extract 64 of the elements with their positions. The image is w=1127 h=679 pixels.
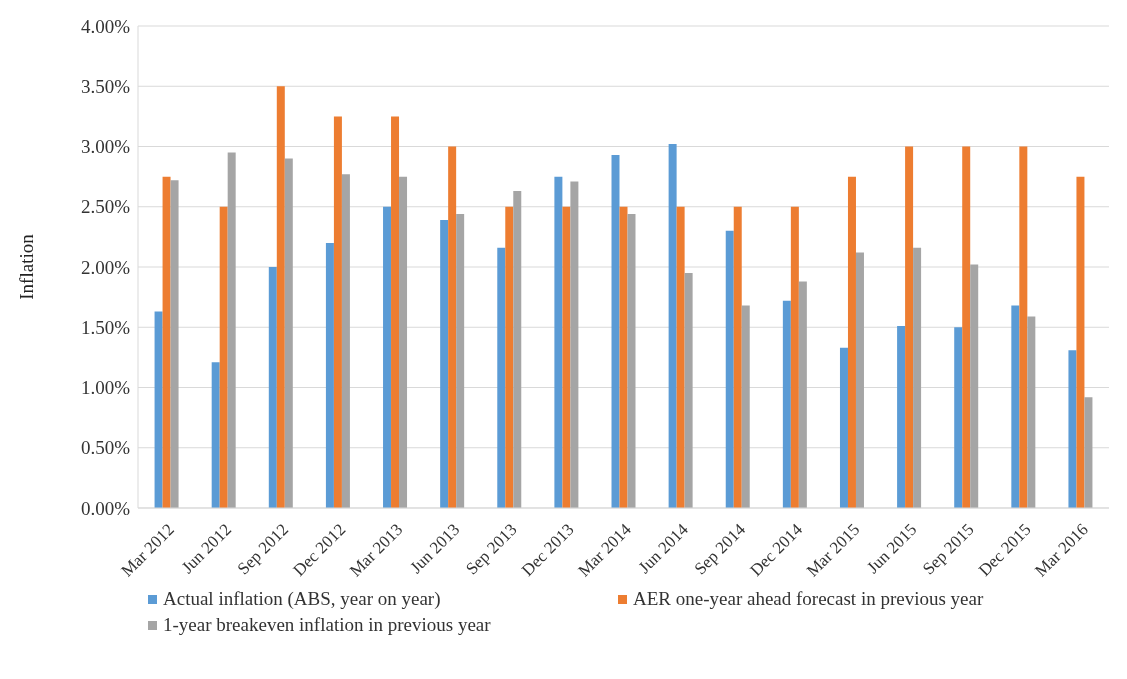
y-tick-label: 2.00% xyxy=(80,256,131,278)
bar xyxy=(383,206,392,508)
bar xyxy=(211,362,220,508)
legend-label: Actual inflation (ABS, year on year) xyxy=(163,588,441,610)
y-tick-label: 4.00% xyxy=(80,15,131,37)
bar xyxy=(611,154,620,508)
y-axis-title: Inflation xyxy=(15,233,37,300)
bar xyxy=(284,158,293,508)
y-tick-label: 2.50% xyxy=(80,196,131,218)
bar xyxy=(170,180,179,508)
y-tick-label: 1.50% xyxy=(80,316,131,338)
bar xyxy=(391,116,400,508)
bar xyxy=(505,206,514,508)
bar xyxy=(154,311,163,508)
y-tick-label: 1.00% xyxy=(80,377,131,399)
legend-label: 1-year breakeven inflation in previous year xyxy=(163,614,491,636)
bar xyxy=(733,206,742,508)
bar xyxy=(962,146,971,508)
bar xyxy=(668,144,677,508)
bar xyxy=(798,281,807,508)
bar xyxy=(897,326,906,508)
bar xyxy=(790,206,799,508)
y-tick-label: 0.00% xyxy=(80,497,131,519)
y-tick-label: 3.00% xyxy=(80,136,131,158)
bar xyxy=(1027,316,1036,508)
bar xyxy=(782,300,791,508)
bar xyxy=(227,152,236,508)
bar xyxy=(497,247,506,508)
bar xyxy=(341,174,350,508)
bar xyxy=(905,146,914,508)
bar xyxy=(684,273,693,508)
bar xyxy=(1068,350,1077,508)
bar xyxy=(1011,305,1020,508)
bar xyxy=(440,220,449,508)
bar xyxy=(456,213,465,508)
bar xyxy=(268,267,277,508)
bar xyxy=(513,191,522,508)
bar xyxy=(219,206,228,508)
bar xyxy=(839,347,848,508)
bar xyxy=(741,305,750,508)
bar xyxy=(570,181,579,508)
bar xyxy=(276,86,285,508)
y-tick-label: 0.50% xyxy=(80,437,131,459)
legend-label: AER one-year ahead forecast in previous year xyxy=(633,588,984,610)
bar xyxy=(627,213,636,508)
bar xyxy=(1019,146,1028,508)
bar xyxy=(162,176,171,508)
bar xyxy=(619,206,628,508)
bar xyxy=(448,146,457,508)
bar xyxy=(954,327,963,508)
bar xyxy=(725,230,734,508)
y-tick-label: 3.50% xyxy=(80,76,131,97)
bar xyxy=(970,264,979,508)
bar xyxy=(325,242,334,508)
bar xyxy=(913,247,922,508)
bar xyxy=(399,176,408,508)
bar xyxy=(1084,397,1093,508)
bar xyxy=(562,206,571,508)
bar xyxy=(554,176,563,508)
bar xyxy=(333,116,342,508)
bar xyxy=(847,176,856,508)
bar xyxy=(855,252,864,508)
bar xyxy=(676,206,685,508)
bar xyxy=(1076,176,1085,508)
